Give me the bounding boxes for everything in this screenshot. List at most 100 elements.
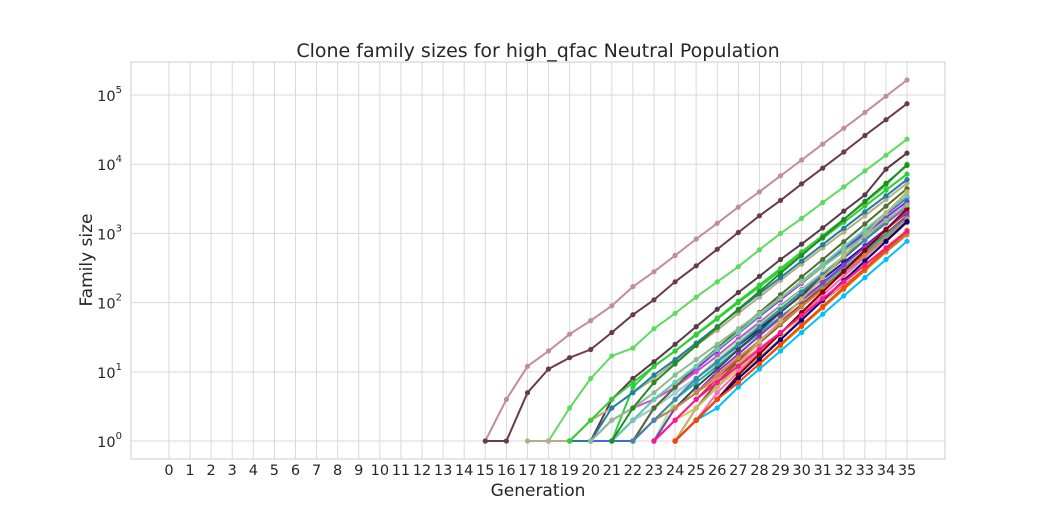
data-point <box>799 274 805 280</box>
data-point <box>756 351 763 357</box>
data-point <box>693 384 699 390</box>
x-tick-label: 0 <box>164 463 173 479</box>
data-point <box>841 262 847 268</box>
data-point <box>567 438 573 444</box>
series-line <box>632 204 908 442</box>
data-point <box>883 193 889 199</box>
data-point <box>524 438 531 444</box>
data-point <box>820 242 826 248</box>
data-point <box>841 253 847 259</box>
data-point <box>841 149 847 155</box>
data-point <box>883 180 889 186</box>
data-point <box>545 438 552 444</box>
data-point <box>883 152 889 158</box>
data-point <box>651 269 657 275</box>
y-tick-label: 101 <box>97 362 122 382</box>
series-30 <box>630 202 910 444</box>
data-point <box>588 346 594 353</box>
data-point <box>883 166 889 172</box>
data-point <box>883 196 889 202</box>
data-point <box>862 233 868 239</box>
data-point <box>862 258 868 264</box>
data-point <box>756 361 763 367</box>
x-tick-label: 12 <box>413 463 431 479</box>
y-axis-label: Family size <box>77 213 97 306</box>
plot-frame <box>130 61 946 460</box>
data-point <box>630 438 636 444</box>
data-point <box>883 226 889 233</box>
data-point <box>862 168 868 174</box>
x-tick-labels: 0 1 2 3 4 5 6 7 8 9 10 11 12 13 14 15 16 17 18 19 20 21 22 23 24… <box>164 463 916 479</box>
data-point <box>672 384 678 390</box>
data-point <box>904 162 910 168</box>
data-point <box>651 372 657 378</box>
data-point <box>693 390 699 396</box>
data-point <box>777 275 784 281</box>
data-point <box>693 375 699 382</box>
data-point <box>693 236 699 242</box>
data-point <box>841 268 847 274</box>
data-point <box>904 228 910 234</box>
data-point <box>777 270 784 276</box>
data-point <box>841 225 847 231</box>
data-point <box>862 262 868 268</box>
data-point <box>651 438 657 444</box>
y-tick-labels: 100 101 102 103 104 105 <box>97 85 122 451</box>
x-tick-label: 33 <box>856 463 874 479</box>
x-tick-label: 2 <box>207 463 216 479</box>
data-point <box>862 252 868 258</box>
data-point <box>820 289 826 295</box>
data-point <box>735 306 741 312</box>
data-point <box>756 324 763 330</box>
data-point <box>904 219 910 225</box>
data-point <box>820 280 826 286</box>
data-point <box>651 297 657 303</box>
x-tick-label: 7 <box>312 463 321 479</box>
data-point <box>841 279 847 285</box>
x-tick-label: 14 <box>455 463 473 479</box>
data-point <box>524 390 531 396</box>
data-point <box>714 384 720 390</box>
data-point <box>714 306 720 312</box>
data-point <box>567 355 573 361</box>
data-point <box>630 417 636 423</box>
data-point <box>588 318 594 324</box>
data-point <box>693 379 699 386</box>
data-point <box>714 359 720 365</box>
data-point <box>693 396 699 402</box>
data-point <box>756 288 763 295</box>
y-tick-label: 102 <box>97 293 122 313</box>
data-point <box>630 284 636 290</box>
x-tick-label: 27 <box>729 463 747 479</box>
data-point <box>630 384 636 390</box>
data-point <box>651 405 657 411</box>
data-point <box>714 341 720 347</box>
data-point <box>799 258 805 264</box>
data-point <box>799 313 805 319</box>
data-point <box>609 396 615 402</box>
x-tick-label: 30 <box>792 463 810 479</box>
data-point <box>609 417 615 423</box>
data-point <box>904 202 910 208</box>
x-tick-label: 9 <box>354 463 363 479</box>
series-line <box>674 240 908 442</box>
data-point <box>799 241 805 247</box>
data-point <box>609 405 615 411</box>
data-point <box>777 295 784 301</box>
x-tick-label: 29 <box>771 463 789 479</box>
data-point <box>672 405 678 411</box>
data-point <box>841 244 847 250</box>
data-point <box>672 417 678 423</box>
x-tick-label: 13 <box>434 463 452 479</box>
data-point <box>904 238 910 244</box>
data-point <box>820 199 826 206</box>
data-point <box>630 379 636 386</box>
data-point <box>777 230 784 236</box>
data-point <box>651 417 657 423</box>
data-point <box>714 390 720 396</box>
x-tick-label: 25 <box>687 463 705 479</box>
data-point <box>799 279 805 285</box>
data-point <box>756 333 763 339</box>
series-36 <box>609 162 910 444</box>
